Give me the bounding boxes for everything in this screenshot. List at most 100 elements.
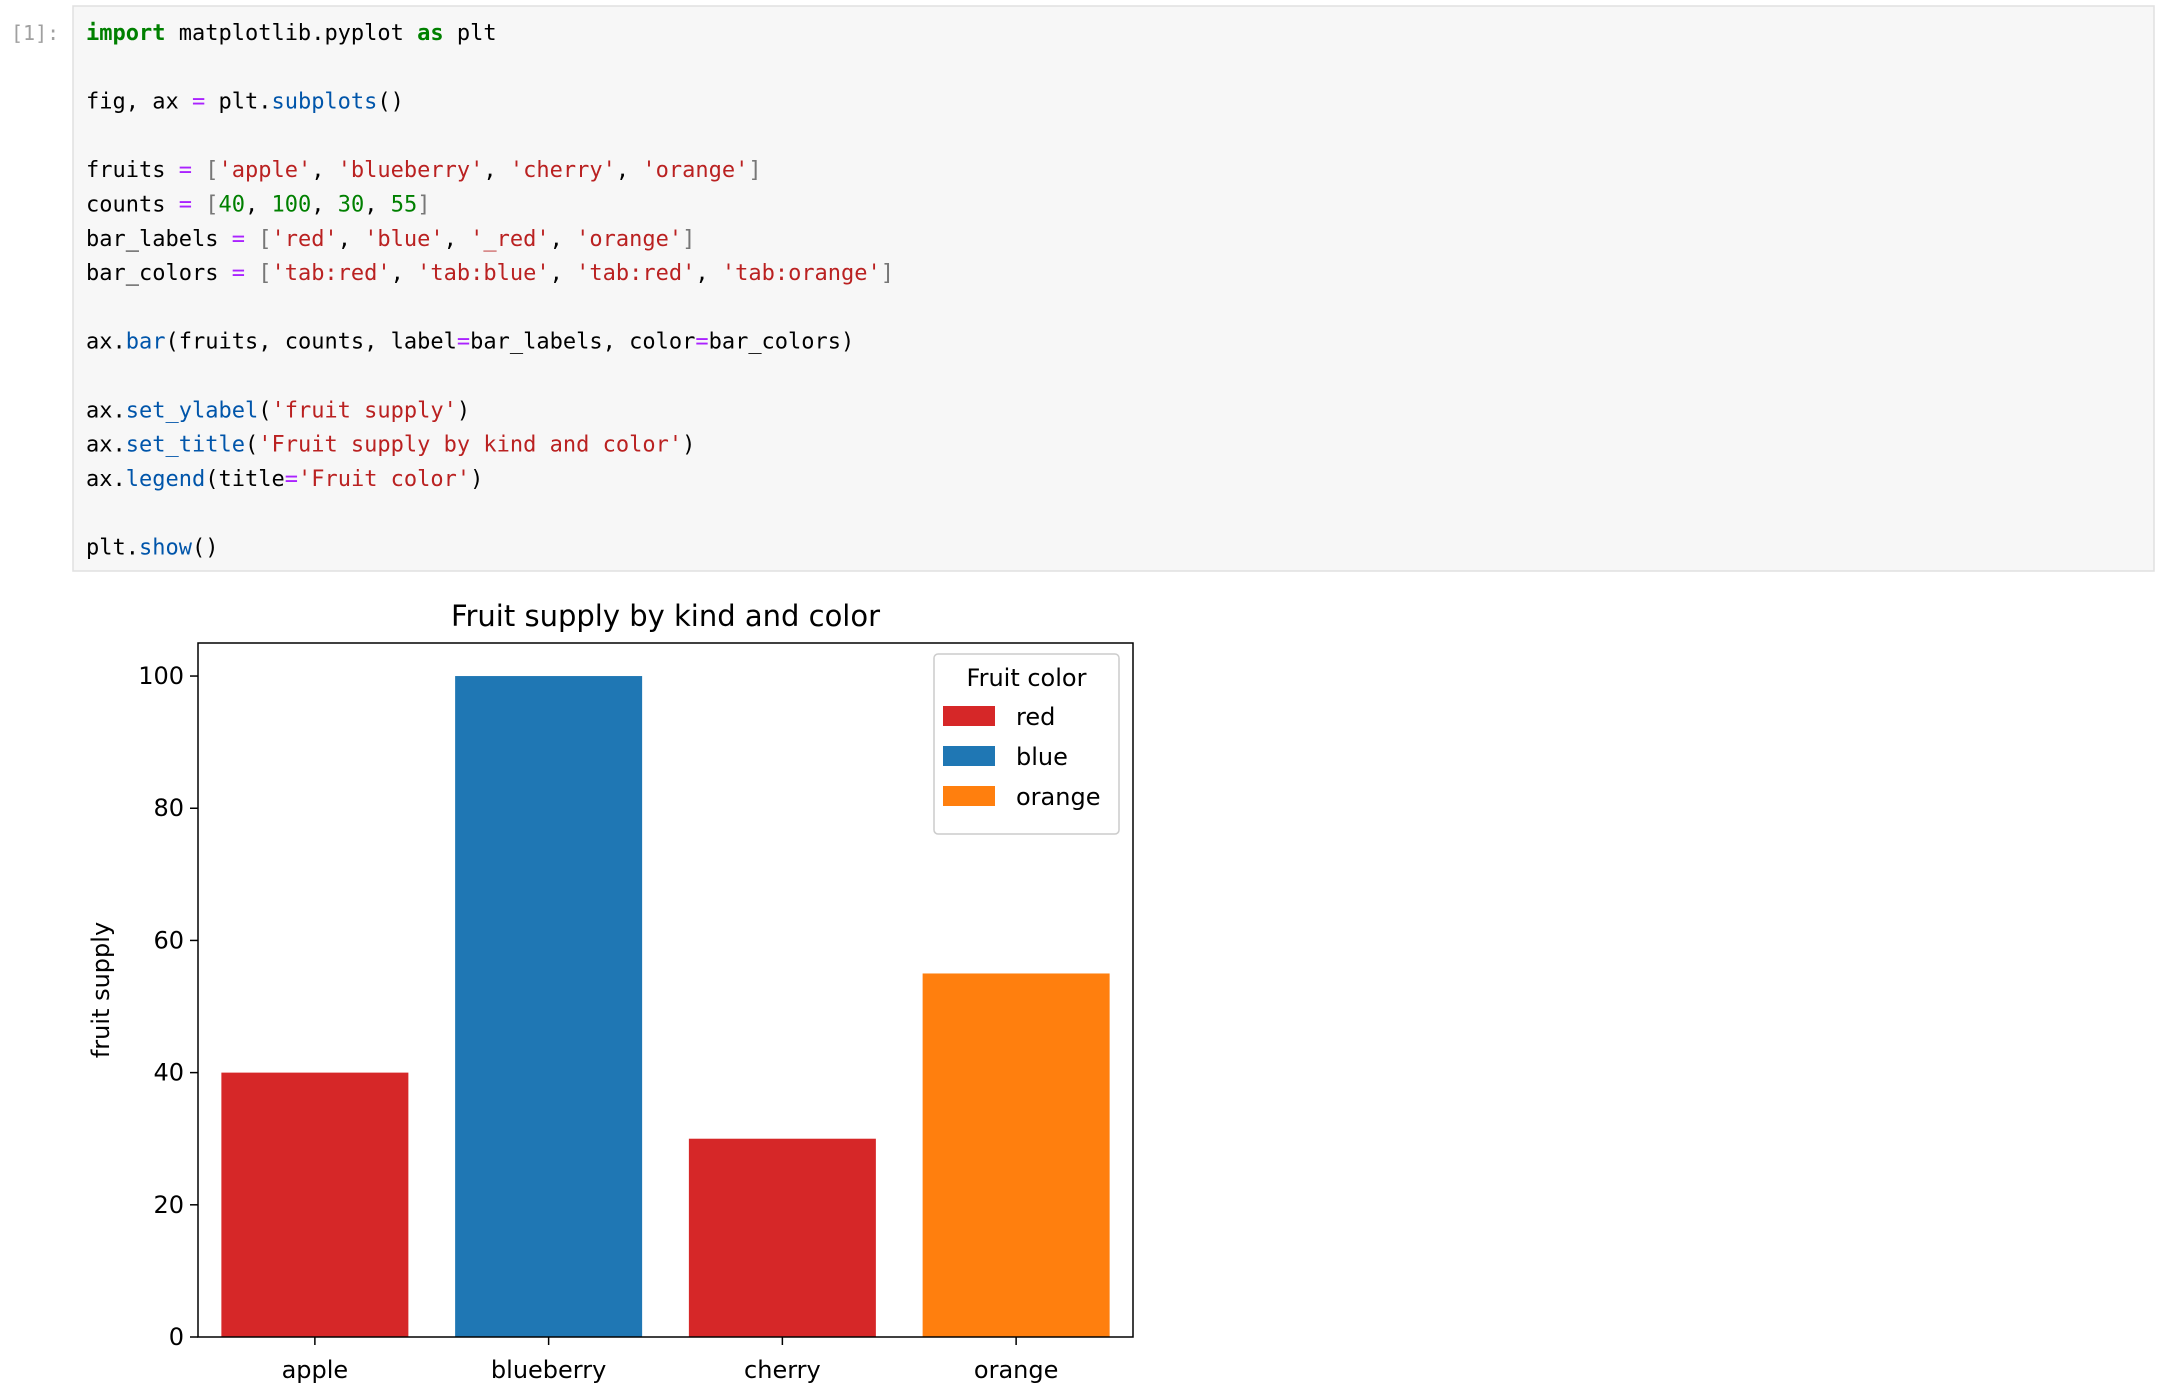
code-token: [: [205, 193, 218, 218]
bar: [221, 1072, 409, 1337]
code-token: bar_labels: [86, 227, 232, 252]
code-token: 'tab:blue': [417, 261, 549, 286]
code-token: ): [682, 433, 695, 458]
y-tick-label: 40: [153, 1059, 184, 1087]
code-token: bar: [126, 330, 166, 355]
code-token: 'tab:red': [576, 261, 695, 286]
code-token: ,: [364, 193, 391, 218]
code-line: bar_colors = ['tab:red', 'tab:blue', 'ta…: [86, 261, 894, 286]
axes-frame: [197, 642, 1134, 1338]
code-line: fig, ax = plt.subplots(): [86, 90, 404, 115]
y-tick-label: 0: [169, 1323, 184, 1351]
bar: [455, 676, 643, 1337]
code-token: ax: [86, 398, 113, 423]
code-token: ax: [86, 433, 113, 458]
code-token: import: [86, 21, 165, 46]
code-token: =: [179, 158, 192, 183]
code-line: import matplotlib.pyplot as plt: [86, 21, 497, 46]
chart: Fruit supply by kind and color fruit supp…: [87, 599, 1134, 1384]
code-token: (title: [205, 467, 284, 492]
chart-title: Fruit supply by kind and color: [451, 599, 880, 633]
code-token: ,: [311, 193, 338, 218]
code-token: 55: [391, 193, 418, 218]
code-line: bar_labels = ['red', 'blue', '_red', 'or…: [86, 227, 695, 252]
code-token: [245, 227, 258, 252]
code-line: ax.legend(title='Fruit color'): [86, 467, 483, 492]
code-token: 'Fruit supply by kind and color': [258, 433, 682, 458]
code-token: =: [695, 330, 708, 355]
code-token: .: [113, 330, 126, 355]
code-token: [: [258, 261, 271, 286]
code-token: fig, ax: [86, 90, 192, 115]
code-token: subplots: [271, 90, 377, 115]
x-tick-label: orange: [974, 1356, 1058, 1384]
code-token: ax: [86, 330, 113, 355]
code-token: set_title: [126, 433, 245, 458]
code-token: (): [377, 90, 404, 115]
code-token: 'blueberry': [338, 158, 484, 183]
code-token: counts: [86, 193, 179, 218]
code-token: plt: [444, 21, 497, 46]
code-line: plt.show(): [86, 536, 218, 561]
code-token: 100: [271, 193, 311, 218]
code-token: =: [179, 193, 192, 218]
code-token: ): [470, 467, 483, 492]
code-token: =: [232, 227, 245, 252]
code-token: [192, 158, 205, 183]
code-token: ]: [682, 227, 695, 252]
x-tick-label: apple: [282, 1356, 349, 1384]
code-line: ax.set_ylabel('fruit supply'): [86, 398, 470, 423]
y-tick-label: 20: [153, 1191, 184, 1219]
legend-swatch: [943, 706, 995, 726]
y-tick-label: 80: [153, 794, 184, 822]
code-token: =: [192, 90, 205, 115]
code-token: set_ylabel: [126, 398, 258, 423]
code-token: ,: [550, 227, 577, 252]
legend-label: blue: [1016, 743, 1068, 771]
code-token: .: [258, 90, 271, 115]
code-token: .: [126, 536, 139, 561]
y-tick-label: 60: [153, 926, 184, 954]
code-token: show: [139, 536, 193, 561]
code-token: ,: [695, 261, 722, 286]
code-token: as: [417, 21, 444, 46]
code-line: fruits = ['apple', 'blueberry', 'cherry'…: [86, 158, 762, 183]
code-token: [: [258, 227, 271, 252]
code-token: ,: [444, 227, 471, 252]
code-line: ax.bar(fruits, counts, label=bar_labels,…: [86, 330, 854, 355]
legend-swatch: [943, 786, 995, 806]
code-token: plt: [86, 536, 126, 561]
code-token: 40: [218, 193, 245, 218]
code-token: ,: [391, 261, 418, 286]
code-token: [404, 21, 417, 46]
code-token: 'orange': [576, 227, 682, 252]
code-token: fruits: [86, 158, 179, 183]
bar: [688, 1138, 876, 1337]
code-token: ]: [417, 193, 430, 218]
code-token: '_red': [470, 227, 549, 252]
code-token: 'orange': [642, 158, 748, 183]
code-token: (): [192, 536, 219, 561]
legend-label: red: [1016, 703, 1055, 731]
legend-swatch: [943, 746, 995, 766]
code-token: bar_colors): [709, 330, 855, 355]
code-token: ,: [311, 158, 338, 183]
code-token: ,: [616, 158, 643, 183]
code-token: plt: [205, 90, 258, 115]
code: import matplotlib.pyplot as plt fig, ax =…: [86, 21, 894, 561]
code-token: 'red': [271, 227, 337, 252]
code-token: [192, 193, 205, 218]
code-token: (: [245, 433, 258, 458]
code-token: 'Fruit color': [298, 467, 470, 492]
code-token: ax: [86, 467, 113, 492]
code-token: bar_colors: [86, 261, 232, 286]
code-token: ,: [483, 158, 510, 183]
code-token: =: [285, 467, 298, 492]
code-token: ): [457, 398, 470, 423]
code-line: ax.set_title('Fruit supply by kind and c…: [86, 433, 695, 458]
code-cell[interactable]: [72, 5, 2155, 572]
legend-title: Fruit color: [967, 664, 1087, 692]
code-token: .: [113, 398, 126, 423]
